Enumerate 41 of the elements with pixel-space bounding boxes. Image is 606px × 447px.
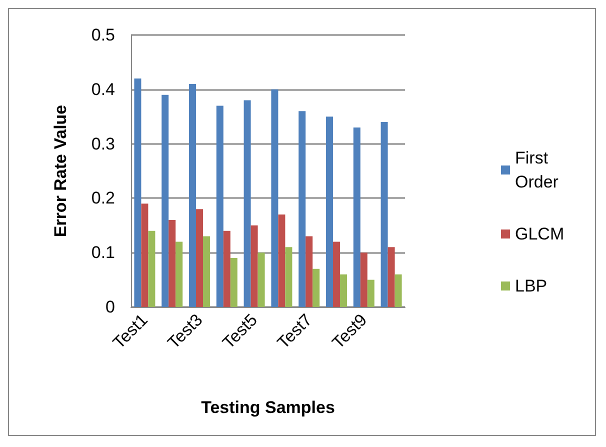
y-axis-title: Error Rate Value (51, 104, 70, 238)
legend-label: First Order (515, 148, 559, 192)
bar (333, 242, 340, 307)
bar (298, 111, 306, 307)
bar (271, 89, 278, 307)
bar (367, 280, 374, 307)
y-tick-label: 0.1 (91, 243, 115, 262)
bar (388, 247, 395, 307)
bar (306, 236, 313, 307)
bar (250, 225, 258, 307)
bar (230, 258, 238, 307)
bar (223, 230, 230, 307)
bar (244, 100, 251, 307)
bar (148, 230, 156, 307)
bar (203, 236, 210, 307)
y-tick-label: 0 (106, 298, 115, 316)
bar (394, 274, 402, 307)
y-tick-label: 0.2 (91, 188, 115, 208)
bar (168, 220, 176, 307)
legend-label: GLCM (515, 224, 564, 244)
bar (360, 252, 368, 307)
x-axis-title: Testing Samples (201, 398, 335, 417)
bar (141, 204, 148, 307)
bar (196, 209, 203, 307)
bar (216, 106, 224, 307)
y-tick-label: 0.3 (91, 134, 115, 154)
bar (326, 116, 333, 307)
bar (134, 78, 142, 307)
bar (162, 94, 169, 307)
bar (353, 127, 360, 307)
bar (258, 252, 265, 307)
y-tick-label: 0.4 (91, 80, 115, 99)
legend-label: LBP (515, 276, 548, 296)
bar (285, 247, 292, 307)
bar (340, 274, 347, 307)
bar (189, 84, 196, 307)
bar (176, 242, 183, 307)
bar (312, 268, 320, 307)
bar (380, 122, 388, 307)
bar (278, 214, 286, 307)
y-tick-label: 0.5 (91, 26, 115, 44)
